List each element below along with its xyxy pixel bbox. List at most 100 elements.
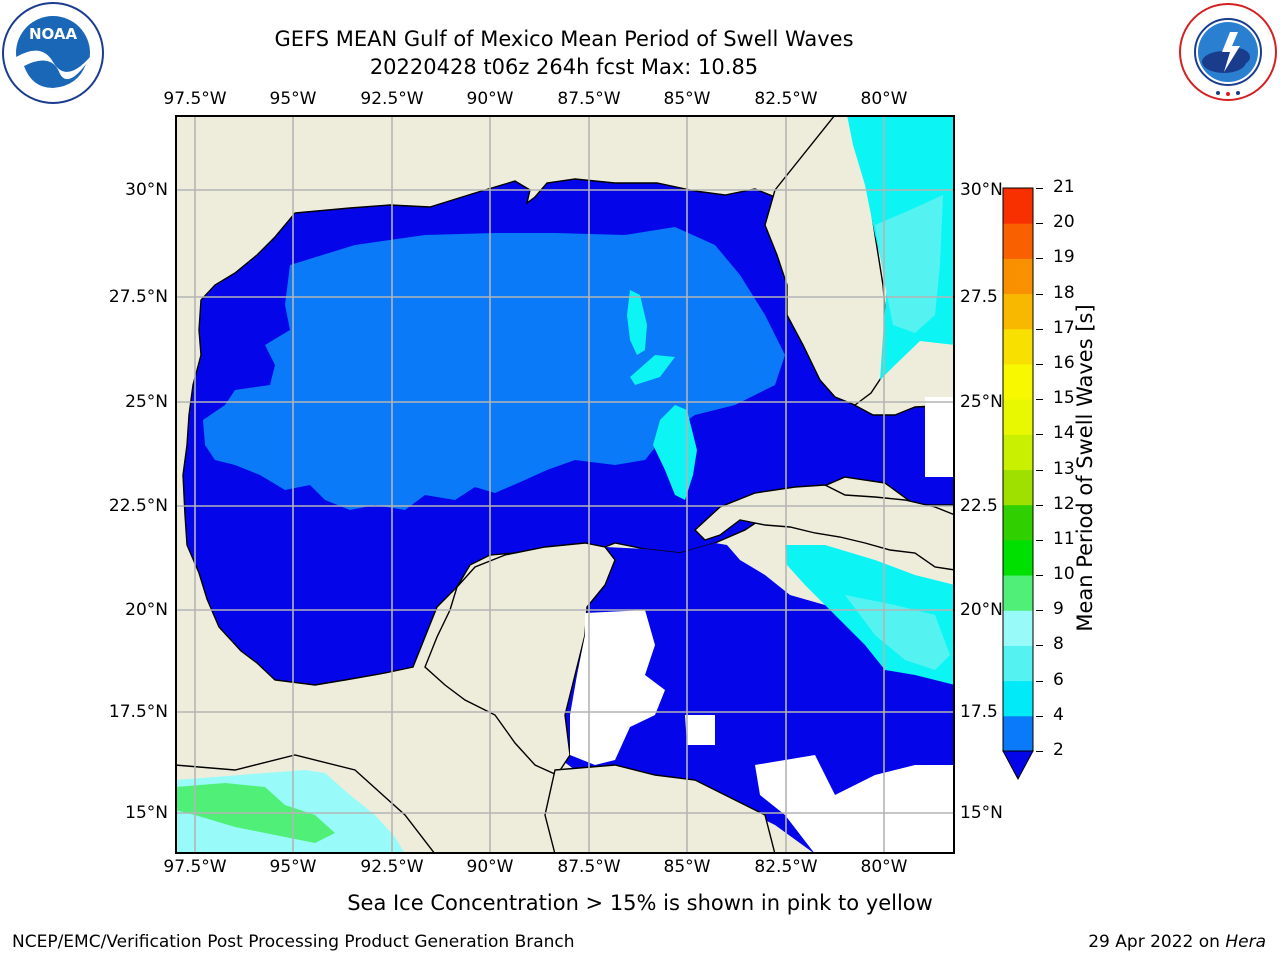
lat-label-left: 22.5°N — [108, 496, 168, 516]
lon-label-bottom: 92.5°W — [360, 857, 424, 877]
colorbar-swatch — [1003, 434, 1033, 470]
lat-label-right: 22.5 — [960, 496, 998, 516]
colorbar-tick-label: 20 — [1053, 212, 1075, 233]
colorbar-tick-label: 19 — [1053, 247, 1075, 268]
colorbar — [1000, 185, 1036, 785]
colorbar-tick-mark — [1036, 363, 1043, 365]
lat-label-right: 25°N — [960, 392, 1003, 412]
lat-label-right: 27.5 — [960, 287, 998, 307]
colorbar-tick-label: 21 — [1053, 177, 1075, 197]
colorbar-tick-mark — [1036, 188, 1043, 189]
colorbar-tick-label: 9 — [1053, 599, 1064, 620]
colorbar-swatch — [1003, 575, 1033, 611]
colorbar-tick-label: 15 — [1053, 388, 1075, 409]
colorbar-tick-mark — [1036, 328, 1043, 330]
colorbar-swatch — [1003, 363, 1033, 400]
colorbar-extend-triangle — [1002, 750, 1034, 781]
lon-label-top: 80°W — [860, 89, 908, 109]
map-canvas — [174, 114, 956, 855]
noaa-logo: NOAA — [2, 2, 104, 104]
colorbar-tick-mark — [1036, 610, 1043, 612]
colorbar-tick-mark — [1036, 575, 1043, 577]
no-data-bahamas — [925, 397, 955, 477]
colorbar-tick-mark — [1036, 258, 1043, 260]
footer-credit: NCEP/EMC/Verification Post Processing Pr… — [12, 932, 575, 952]
no-data-patch — [570, 610, 665, 765]
colorbar-tick-mark — [1036, 504, 1043, 506]
lat-label-left: 17.5°N — [108, 702, 168, 722]
colorbar-tick-label: 18 — [1053, 282, 1075, 303]
graticule — [175, 115, 955, 854]
colorbar-tick-label: 11 — [1053, 528, 1075, 549]
lat-label-left: 20°N — [125, 600, 168, 620]
colorbar-tick-label: 13 — [1053, 458, 1075, 479]
colorbar-swatch — [1003, 293, 1033, 330]
colorbar-tick-mark — [1036, 751, 1043, 752]
lon-label-top: 90°W — [466, 89, 514, 109]
map-subtitle: 20220428 t06z 264h fcst Max: 10.85 — [369, 55, 759, 79]
colorbar-tick-mark — [1036, 645, 1043, 647]
lon-label-bottom: 87.5°W — [557, 857, 621, 877]
colorbar-swatch — [1003, 328, 1033, 365]
caribbean-light-zone — [845, 595, 950, 670]
colorbar-swatch — [1003, 399, 1033, 435]
lon-label-top: 92.5°W — [360, 89, 424, 109]
lat-label-left: 25°N — [125, 392, 168, 412]
colorbar-swatch — [1003, 715, 1033, 752]
lon-label-bottom: 97.5°W — [163, 857, 227, 877]
honduras-land — [544, 764, 776, 855]
colorbar-swatch — [1003, 504, 1033, 541]
colorbar-tick-label: 17 — [1053, 317, 1075, 338]
lon-label-bottom: 90°W — [466, 857, 514, 877]
svg-text:NOAA: NOAA — [29, 25, 78, 43]
colorbar-swatch — [1003, 539, 1033, 576]
colorbar-tick-mark — [1036, 223, 1043, 225]
colorbar-tick-label: 2 — [1053, 740, 1064, 760]
colorbar-tick-mark — [1036, 680, 1043, 682]
colorbar-tick-label: 14 — [1053, 423, 1075, 444]
colorbar-swatch — [1003, 188, 1033, 224]
footer-host: Hera — [1225, 932, 1266, 952]
lon-label-top: 82.5°W — [754, 89, 818, 109]
lon-label-top: 95°W — [269, 89, 317, 109]
lon-label-bottom: 95°W — [269, 857, 317, 877]
map-title: GEFS MEAN Gulf of Mexico Mean Period of … — [274, 27, 854, 51]
footer-date: 29 Apr 2022 on Hera — [1088, 932, 1266, 952]
nws-logo — [1178, 2, 1278, 102]
lat-label-right: 30°N — [960, 180, 1003, 200]
colorbar-swatch — [1003, 645, 1033, 682]
footer-date-text: 29 Apr 2022 on — [1088, 932, 1226, 952]
colorbar-tick-label: 16 — [1053, 352, 1075, 373]
lon-label-top: 85°W — [663, 89, 711, 109]
map-frame — [175, 115, 955, 854]
lat-label-right: 20°N — [960, 600, 1003, 620]
colorbar-label: Mean Period of Swell Waves [s] — [1073, 304, 1097, 632]
colorbar-tick-mark — [1036, 399, 1043, 401]
yucatan-peninsula — [424, 542, 616, 776]
colorbar-tick-label: 10 — [1053, 564, 1075, 585]
gulf-cyan-filament — [653, 405, 697, 500]
colorbar-swatch — [1003, 223, 1033, 259]
colorbar-tick-mark — [1036, 434, 1043, 436]
no-data-patch — [755, 755, 955, 854]
colorbar-tick-label: 4 — [1053, 704, 1064, 725]
lat-label-left: 27.5°N — [108, 287, 168, 307]
colorbar-swatches — [1002, 187, 1034, 781]
no-data-patch — [685, 715, 715, 745]
lon-label-bottom: 80°W — [860, 857, 908, 877]
colorbar-swatch — [1003, 610, 1033, 646]
colorbar-swatch — [1003, 258, 1033, 295]
lon-label-bottom: 85°W — [663, 857, 711, 877]
atlantic-light-zone — [875, 195, 943, 333]
colorbar-tick-label: 12 — [1053, 493, 1075, 514]
colorbar-tick-mark — [1036, 715, 1043, 717]
lon-label-top: 87.5°W — [557, 89, 621, 109]
colorbar-tick-mark — [1036, 539, 1043, 541]
sea-ice-note: Sea Ice Concentration > 15% is shown in … — [347, 891, 933, 915]
gulf-cyan-filament — [627, 290, 647, 355]
map-panel — [174, 114, 956, 855]
lat-label-left: 15°N — [125, 803, 168, 823]
lon-label-bottom: 82.5°W — [754, 857, 818, 877]
lon-label-top: 97.5°W — [163, 89, 227, 109]
lat-label-right: 15°N — [960, 803, 1003, 823]
